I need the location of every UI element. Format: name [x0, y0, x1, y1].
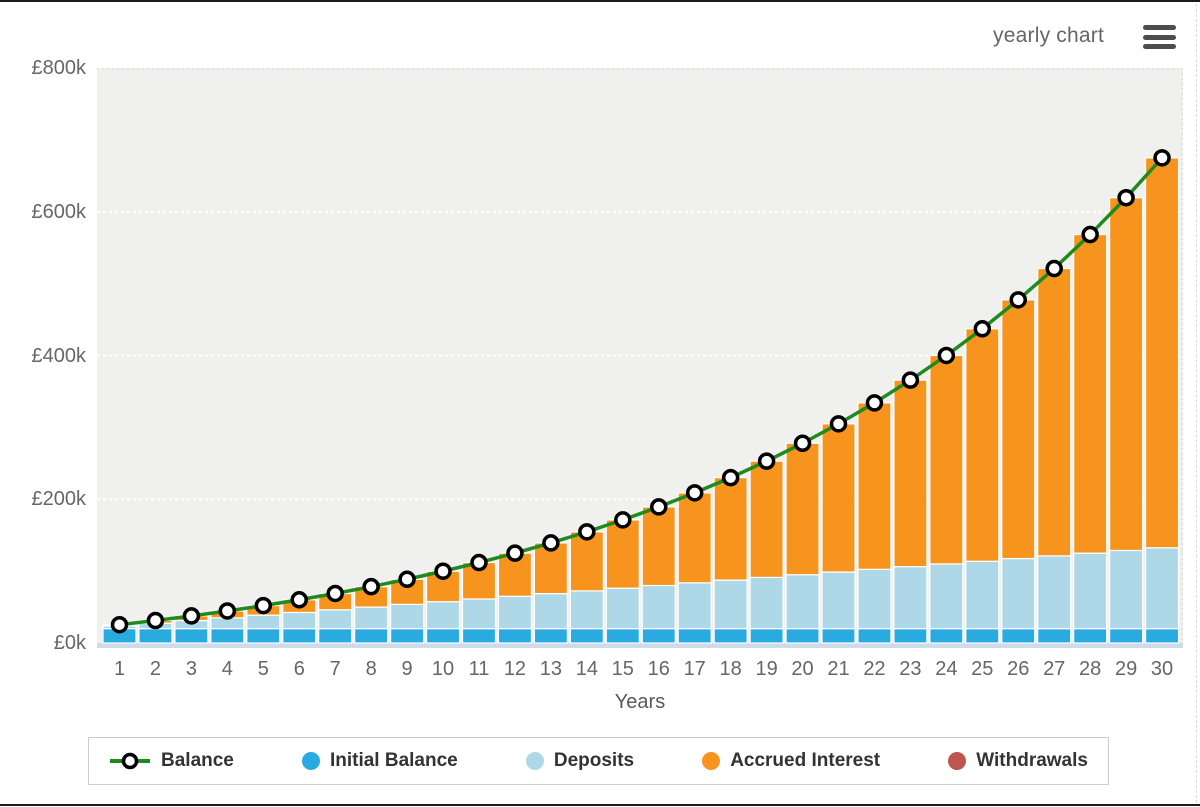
chart-svg: 1 2 3 4 5 6 7 8 9 10 11 12 13 14 15 16 17 18 19 20 21 22 23 24 2…: [97, 68, 1183, 680]
y-axis-tick-label: £400k: [31, 344, 87, 367]
legend-label: Initial Balance: [329, 750, 458, 771]
svg-text:18: 18: [720, 658, 742, 680]
legend-item-balance[interactable]: Balance: [109, 750, 234, 772]
legend-label: Withdrawals: [976, 750, 1088, 771]
svg-text:15: 15: [612, 658, 634, 680]
svg-text:7: 7: [330, 658, 341, 680]
hamburger-icon: [1143, 25, 1176, 30]
y-axis-tick-label: £0k: [53, 632, 86, 654]
hamburger-icon: [1143, 34, 1176, 40]
svg-text:25: 25: [971, 658, 993, 680]
y-axis-tick-label: £600k: [31, 200, 87, 223]
svg-text:30: 30: [1151, 658, 1173, 680]
initial-balance-swatch-icon: [301, 752, 320, 770]
svg-text:3: 3: [186, 658, 197, 680]
svg-text:28: 28: [1079, 658, 1101, 680]
svg-text:16: 16: [648, 658, 670, 680]
y-axis-tick-label: £800k: [31, 57, 87, 79]
svg-text:2: 2: [150, 658, 161, 680]
deposits-swatch-icon: [525, 752, 544, 770]
svg-text:4: 4: [222, 658, 233, 680]
chart-legend: Balance Initial Balance Deposits Accrued…: [88, 737, 1109, 785]
legend-label: Deposits: [553, 750, 635, 771]
svg-text:8: 8: [366, 658, 377, 680]
svg-text:29: 29: [1115, 658, 1137, 680]
legend-label: Accrued Interest: [730, 750, 881, 771]
svg-text:9: 9: [402, 658, 413, 680]
legend-item-withdrawals[interactable]: Withdrawals: [948, 750, 1088, 772]
page-top-border: [0, 0, 1200, 2]
svg-text:27: 27: [1043, 658, 1065, 680]
legend-label: Balance: [161, 750, 234, 771]
svg-text:6: 6: [294, 658, 305, 680]
svg-text:21: 21: [827, 658, 849, 680]
svg-text:1: 1: [114, 658, 125, 680]
x-axis-title: Years: [614, 691, 666, 713]
svg-text:19: 19: [755, 658, 777, 680]
svg-text:23: 23: [899, 658, 921, 680]
balance-line-marker-icon: [110, 752, 150, 770]
legend-item-deposits[interactable]: Deposits: [525, 750, 635, 772]
y-axis-tick-label: £200k: [31, 488, 87, 511]
page-right-edge-border: [1196, 4, 1197, 803]
chart-mode-label: yearly chart: [993, 24, 1104, 47]
chart-plot-area: 1 2 3 4 5 6 7 8 9 10 11 12 13 14 15 16 17 18 19 20 21 22 23 24 2…: [97, 68, 1183, 683]
svg-text:13: 13: [540, 658, 562, 680]
page-bottom-border: [0, 804, 1200, 806]
svg-text:17: 17: [684, 658, 706, 680]
svg-text:12: 12: [504, 658, 526, 680]
legend-item-initial-balance[interactable]: Initial Balance: [301, 750, 458, 772]
accrued-interest-swatch-icon: [702, 752, 721, 770]
svg-text:22: 22: [863, 658, 885, 680]
svg-text:14: 14: [576, 658, 598, 680]
withdrawals-swatch-icon: [948, 752, 967, 770]
svg-text:24: 24: [935, 658, 957, 680]
legend-item-accrued-interest[interactable]: Accrued Interest: [702, 750, 880, 772]
chart-menu-button[interactable]: [1143, 25, 1176, 49]
svg-text:5: 5: [258, 658, 269, 680]
svg-text:26: 26: [1007, 658, 1029, 680]
svg-text:20: 20: [791, 658, 813, 680]
svg-text:11: 11: [469, 658, 490, 680]
svg-text:10: 10: [432, 658, 454, 680]
hamburger-icon: [1143, 44, 1176, 49]
